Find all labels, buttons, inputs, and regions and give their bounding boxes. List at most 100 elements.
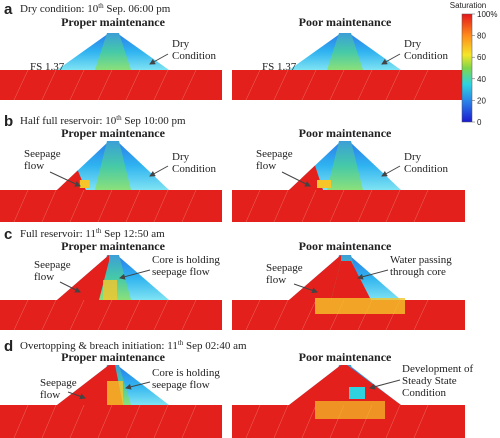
mesh [413, 299, 429, 331]
panel-title: Proper maintenance [61, 239, 166, 253]
mesh [97, 299, 113, 331]
annotation: Dry Condition [172, 151, 217, 175]
mesh [153, 189, 169, 223]
mesh [273, 189, 289, 223]
mesh [357, 189, 373, 223]
annotation: FS 1.37 [262, 61, 297, 73]
mesh [357, 69, 373, 101]
dam-core [327, 33, 363, 70]
annotation-line: seepage flow [152, 266, 210, 278]
foundation [0, 300, 222, 330]
row-caption: Full reservoir: 11th Sep 12:50 am [20, 227, 165, 240]
caption-sup: th [98, 2, 104, 10]
panel-title: Proper maintenance [61, 350, 166, 364]
annotation-line: Steady State [402, 375, 457, 387]
arrow [59, 281, 81, 293]
caption-sup: th [116, 114, 122, 122]
caption-text: Overtopping & breach initiation: 11 [20, 340, 178, 352]
wet-front [317, 180, 331, 188]
arrow [293, 283, 318, 294]
wet-front [79, 180, 90, 188]
annotation: Dry Condition [404, 38, 449, 62]
mesh [329, 69, 345, 101]
mesh [69, 299, 85, 331]
row-caption: Overtopping & breach initiation: 11th Se… [20, 339, 247, 352]
mesh [273, 69, 289, 101]
mesh [13, 404, 29, 438]
annotation: Water passing through core [390, 254, 452, 278]
annotation-line: flow [40, 389, 60, 401]
mesh [13, 299, 29, 331]
dam-core [327, 141, 363, 190]
mesh [301, 404, 317, 438]
annotation-line: Dry [404, 38, 422, 50]
annotation: Seepage flow [266, 262, 303, 286]
saturated-zone [57, 255, 109, 300]
row-label: b [4, 113, 13, 130]
arrow [49, 171, 81, 187]
mesh [153, 299, 169, 331]
row-label: d [4, 338, 13, 355]
mesh [273, 299, 289, 331]
panel-title: Poor maintenance [299, 126, 392, 140]
wet-front [315, 298, 405, 314]
mesh [273, 404, 289, 438]
mesh [41, 69, 57, 101]
colorbar-tick-label: 60 [477, 53, 486, 62]
caption-text: Dry condition: 10 [20, 3, 99, 15]
dam-core [95, 141, 131, 190]
colorbar-tick-label: 20 [477, 96, 486, 105]
mesh [13, 69, 29, 101]
annotation: Seepage flow [40, 377, 77, 401]
saturated-zone [289, 165, 323, 190]
mesh [69, 404, 85, 438]
mesh [181, 189, 197, 223]
panel-title: Poor maintenance [299, 350, 392, 364]
saturated-zone [57, 365, 123, 405]
arrow [381, 53, 401, 65]
colorbar-tick-label: 40 [477, 75, 486, 84]
caption-text: Full reservoir: 11 [20, 228, 96, 240]
annotation-line: FS 1.37 [30, 61, 65, 73]
foundation [232, 190, 465, 222]
caption-sup: th [96, 227, 102, 235]
foundation [232, 70, 465, 100]
mesh [41, 404, 57, 438]
annotation-line: Seepage [34, 259, 71, 271]
mesh [413, 404, 429, 438]
saturated-zone [331, 261, 371, 300]
annotation-line: flow [24, 160, 44, 172]
mesh [385, 189, 401, 223]
panel-title: Proper maintenance [61, 15, 166, 29]
annotation-line: flow [256, 160, 276, 172]
caption-rest: Sep 12:50 am [101, 228, 165, 240]
mesh [97, 189, 113, 223]
colorbar-title: Saturation [450, 1, 486, 10]
annotation-line: Condition [402, 387, 447, 399]
mesh [301, 299, 317, 331]
caption-rest: Sep 10:00 pm [122, 115, 186, 127]
annotation: FS 1.37 [30, 61, 65, 73]
arrow [369, 379, 401, 390]
wet-pocket [349, 387, 365, 399]
arrow [149, 165, 169, 177]
saturated-zone [289, 255, 341, 300]
annotation-line: Condition [404, 50, 449, 62]
foundation [0, 190, 222, 222]
panel-title: Proper maintenance [61, 126, 166, 140]
panel-title: Poor maintenance [299, 239, 392, 253]
annotation-line: flow [34, 271, 54, 283]
caption-sup: th [178, 339, 184, 347]
mesh [97, 69, 113, 101]
mesh [181, 299, 197, 331]
annotation-line: Dry [404, 151, 422, 163]
arrow [357, 269, 389, 280]
annotation-line: Core is holding [152, 367, 220, 379]
mesh [413, 189, 429, 223]
mesh [181, 404, 197, 438]
mesh [41, 299, 57, 331]
annotation: Seepage flow [34, 259, 71, 283]
mesh [329, 189, 345, 223]
annotation-line: Dry [172, 151, 190, 163]
mesh [69, 69, 85, 101]
